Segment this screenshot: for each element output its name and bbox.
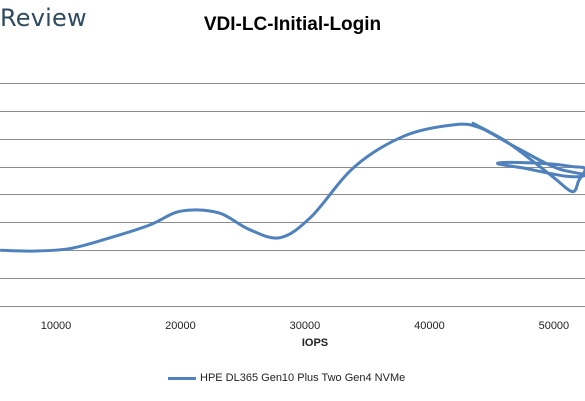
x-tick-label-20000: 20000 — [165, 320, 196, 332]
x-tick-labels: 10000 20000 30000 40000 50000 — [41, 320, 569, 332]
x-tick-label-10000: 10000 — [41, 320, 72, 332]
legend: HPE DL365 Gen10 Plus Two Gen4 NVMe — [168, 372, 405, 384]
legend-swatch — [168, 376, 196, 380]
x-axis-title: IOPS — [301, 337, 329, 349]
x-tick-label-30000: 30000 — [290, 320, 321, 332]
gridlines — [0, 83, 585, 279]
series-line-1 — [0, 121, 585, 253]
x-tick-label-40000: 40000 — [414, 320, 445, 332]
review-logo-text: Review — [0, 4, 87, 32]
chart-title: VDI-LC-Initial-Login — [203, 14, 382, 35]
legend-label: HPE DL365 Gen10 Plus Two Gen4 NVMe — [200, 372, 406, 384]
x-tick-label-50000: 50000 — [539, 320, 570, 332]
series-lines — [0, 121, 585, 253]
